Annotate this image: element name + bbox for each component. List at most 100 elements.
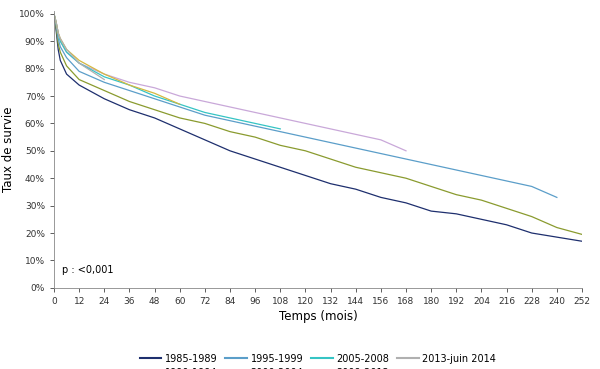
1995-1999 bbox=[226, 118, 233, 123]
2009-2012 bbox=[101, 72, 108, 76]
2013-juin 2014 bbox=[55, 31, 62, 35]
1990-1994 bbox=[151, 107, 158, 112]
1985-1989 bbox=[452, 212, 460, 216]
2000-2004 bbox=[226, 105, 233, 109]
1995-1999 bbox=[55, 36, 62, 41]
Line: 2009-2012: 2009-2012 bbox=[54, 14, 180, 104]
X-axis label: Temps (mois): Temps (mois) bbox=[278, 310, 358, 323]
2009-2012 bbox=[52, 20, 59, 24]
1995-1999 bbox=[352, 146, 359, 150]
2000-2004 bbox=[403, 149, 410, 153]
2013-juin 2014 bbox=[63, 47, 70, 52]
1985-1989 bbox=[428, 209, 435, 213]
1985-1989 bbox=[56, 58, 64, 63]
2000-2004 bbox=[101, 72, 108, 76]
2005-2008 bbox=[55, 31, 62, 35]
1990-1994 bbox=[553, 225, 560, 230]
Y-axis label: Taux de survie: Taux de survie bbox=[2, 107, 15, 192]
2005-2008 bbox=[277, 127, 284, 131]
1995-1999 bbox=[428, 162, 435, 167]
1990-1994 bbox=[63, 64, 70, 68]
2005-2008 bbox=[52, 20, 59, 24]
1985-1989 bbox=[226, 149, 233, 153]
2005-2008 bbox=[63, 50, 70, 54]
1990-1994 bbox=[503, 206, 510, 211]
2009-2012 bbox=[56, 36, 64, 41]
Text: p : <0,001: p : <0,001 bbox=[62, 265, 113, 275]
1995-1999 bbox=[327, 140, 334, 145]
1985-1989 bbox=[277, 165, 284, 169]
1985-1989 bbox=[528, 231, 535, 235]
1995-1999 bbox=[176, 105, 184, 109]
1990-1994 bbox=[50, 11, 58, 16]
1995-1999 bbox=[251, 124, 259, 128]
1985-1989 bbox=[151, 116, 158, 120]
2005-2008 bbox=[176, 102, 184, 106]
1990-1994 bbox=[428, 184, 435, 189]
1995-1999 bbox=[478, 173, 485, 178]
1990-1994 bbox=[327, 157, 334, 161]
2013-juin 2014 bbox=[50, 11, 58, 16]
1995-1999 bbox=[503, 179, 510, 183]
Line: 2000-2004: 2000-2004 bbox=[54, 14, 406, 151]
2000-2004 bbox=[302, 121, 309, 125]
1995-1999 bbox=[528, 184, 535, 189]
2009-2012 bbox=[50, 11, 58, 16]
1995-1999 bbox=[201, 113, 208, 117]
1990-1994 bbox=[302, 149, 309, 153]
1985-1989 bbox=[377, 195, 385, 200]
1995-1999 bbox=[377, 151, 385, 156]
1995-1999 bbox=[63, 55, 70, 60]
2000-2004 bbox=[176, 94, 184, 98]
2000-2004 bbox=[52, 20, 59, 24]
1990-1994 bbox=[277, 143, 284, 148]
1985-1989 bbox=[52, 28, 59, 32]
1990-1994 bbox=[403, 176, 410, 180]
1990-1994 bbox=[52, 25, 59, 30]
1990-1994 bbox=[377, 170, 385, 175]
2000-2004 bbox=[151, 86, 158, 90]
1985-1989 bbox=[176, 127, 184, 131]
1990-1994 bbox=[352, 165, 359, 169]
1985-1989 bbox=[101, 97, 108, 101]
1990-1994 bbox=[176, 116, 184, 120]
1990-1994 bbox=[201, 121, 208, 125]
2009-2012 bbox=[126, 83, 133, 87]
2000-2004 bbox=[55, 31, 62, 35]
Line: 2005-2008: 2005-2008 bbox=[54, 14, 280, 129]
1985-1989 bbox=[63, 72, 70, 76]
2000-2004 bbox=[277, 116, 284, 120]
1985-1989 bbox=[352, 187, 359, 192]
2000-2004 bbox=[327, 127, 334, 131]
Line: 2013-juin 2014: 2013-juin 2014 bbox=[54, 14, 104, 80]
Legend: 1985-1989, 1990-1994, 1995-1999, 2000-2004, 2005-2008, 2009-2012, 2013-juin 2014: 1985-1989, 1990-1994, 1995-1999, 2000-20… bbox=[140, 354, 496, 369]
1985-1989 bbox=[403, 201, 410, 205]
1995-1999 bbox=[277, 130, 284, 134]
1990-1994 bbox=[101, 88, 108, 93]
1990-1994 bbox=[251, 135, 259, 139]
2005-2008 bbox=[56, 39, 64, 44]
2013-juin 2014 bbox=[56, 36, 64, 41]
2009-2012 bbox=[176, 102, 184, 106]
2005-2008 bbox=[151, 94, 158, 98]
1985-1989 bbox=[302, 173, 309, 178]
1995-1999 bbox=[52, 23, 59, 27]
1995-1999 bbox=[302, 135, 309, 139]
1995-1999 bbox=[101, 80, 108, 85]
1990-1994 bbox=[56, 50, 64, 54]
2005-2008 bbox=[126, 83, 133, 87]
1995-1999 bbox=[452, 168, 460, 172]
2000-2004 bbox=[126, 80, 133, 85]
1985-1989 bbox=[201, 138, 208, 142]
2000-2004 bbox=[63, 50, 70, 54]
2000-2004 bbox=[251, 110, 259, 115]
2000-2004 bbox=[352, 132, 359, 137]
2009-2012 bbox=[76, 58, 83, 63]
1985-1989 bbox=[50, 11, 58, 16]
1990-1994 bbox=[226, 130, 233, 134]
2013-juin 2014 bbox=[52, 20, 59, 24]
1990-1994 bbox=[578, 232, 586, 237]
1985-1989 bbox=[478, 217, 485, 221]
1995-1999 bbox=[151, 97, 158, 101]
2013-juin 2014 bbox=[88, 69, 95, 73]
